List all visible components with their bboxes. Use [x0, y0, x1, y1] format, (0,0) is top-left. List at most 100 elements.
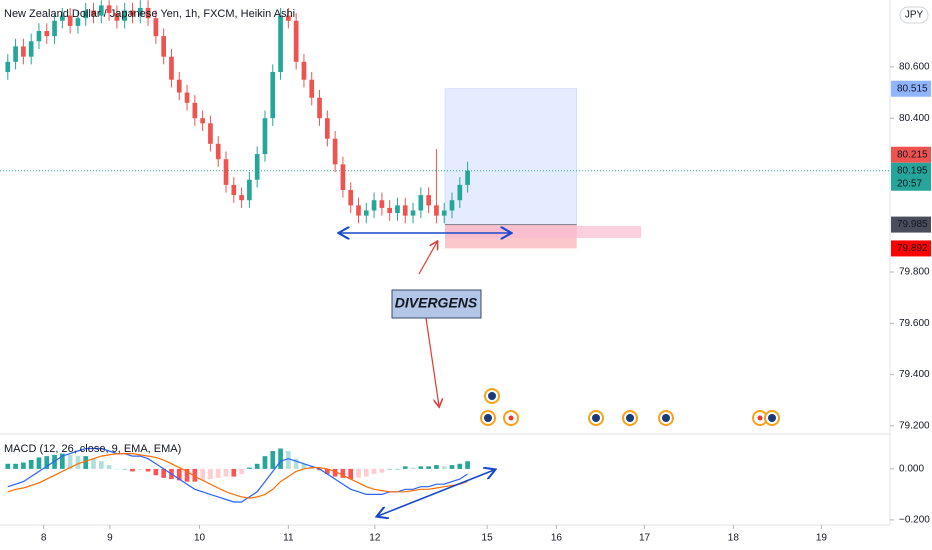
histogram-bar [441, 466, 447, 469]
histogram-bar [215, 468, 221, 478]
last-price-tag: 80.195 [897, 165, 928, 176]
event-icons [480, 388, 780, 426]
candle-body [262, 118, 268, 155]
macd-y-tick-label: 0.000 [899, 464, 924, 475]
histogram-bar [457, 463, 463, 469]
histogram-bar [60, 453, 65, 469]
price-pane [0, 0, 890, 249]
target-tag: 80.515 [897, 83, 928, 94]
candle-body [348, 189, 354, 206]
histogram-bar [324, 468, 330, 474]
candle-body [67, 15, 73, 26]
candle-body [36, 31, 42, 42]
candle-body [387, 207, 393, 214]
candle-body [254, 154, 260, 180]
histogram-bar [449, 465, 455, 469]
flag [592, 414, 600, 422]
entry-tag-bg [891, 216, 931, 233]
candle-body [98, 5, 104, 16]
histogram-bar [83, 456, 89, 469]
candle-body [457, 184, 463, 201]
histogram-bar [426, 466, 431, 469]
histogram-bar [402, 466, 408, 469]
candle-body [200, 118, 205, 124]
candle-body [426, 195, 431, 206]
histogram-bar [145, 468, 151, 472]
flag [626, 414, 634, 422]
histogram-bar [270, 451, 276, 469]
x-tick-label: 16 [551, 533, 563, 544]
candle-body [356, 205, 361, 216]
histogram-bar [13, 463, 18, 469]
x-tick-label: 19 [816, 533, 828, 544]
histogram-bar [176, 468, 182, 481]
candle-body [231, 184, 237, 196]
candle-body [418, 195, 424, 211]
histogram-bar [223, 468, 229, 477]
candle-body [317, 97, 322, 119]
currency-badge[interactable] [899, 6, 929, 24]
x-tick-label: 17 [639, 533, 651, 544]
annotation-box [391, 289, 482, 319]
y-tick-label: 80.600 [899, 62, 930, 73]
candle-body [122, 10, 128, 21]
histogram-bar [247, 467, 252, 469]
candle-body [169, 56, 174, 80]
histogram-bar [137, 468, 143, 471]
histogram-bar [67, 454, 73, 469]
histogram-bar [301, 463, 307, 469]
entry-tag: 79.985 [897, 219, 928, 230]
x-tick-label: 12 [369, 533, 381, 544]
histogram-bar [239, 468, 244, 474]
histogram-bar [379, 468, 385, 473]
candle-body [208, 123, 213, 144]
histogram-bar [208, 468, 213, 480]
histogram-bar [286, 451, 291, 469]
flag [662, 414, 670, 422]
candle-body [278, 15, 283, 73]
candle-body [379, 200, 385, 208]
histogram-bar [309, 467, 315, 469]
candle-body [395, 205, 400, 214]
y-tick-label: 80.400 [899, 113, 930, 124]
candle-body [247, 179, 252, 201]
candle-body [28, 41, 34, 57]
candle-body [223, 159, 229, 185]
candle-body [363, 210, 369, 216]
histogram-bar [161, 468, 166, 478]
high-tag: 80.215 [897, 149, 928, 160]
candle-body [301, 61, 307, 80]
histogram-bar [200, 468, 205, 481]
histogram-bar [122, 468, 128, 470]
candle-body [184, 92, 190, 103]
candle-body [130, 10, 135, 16]
candle-body [286, 15, 291, 21]
histogram-bar [363, 468, 369, 477]
flag [484, 414, 492, 422]
candle-body [161, 36, 166, 57]
candle-body [239, 195, 244, 201]
macd-title: MACD (12, 26, close, 9, EMA, EMA) [4, 443, 181, 455]
histogram-bar [36, 457, 42, 469]
candle-body [215, 143, 221, 160]
stop-tag-bg [891, 240, 931, 257]
histogram-bar [21, 462, 26, 469]
candle-body [176, 79, 182, 93]
candle-body [434, 205, 439, 216]
candle-body [52, 20, 57, 37]
candle-body [324, 118, 330, 139]
candle-body [106, 5, 112, 14]
divergence-arrow [418, 242, 437, 275]
x-tick-label: 11 [283, 533, 294, 544]
candle-body [270, 72, 276, 119]
candle-body [145, 7, 151, 19]
annotation-text: DIVERGENS [395, 295, 478, 311]
histogram-bar [28, 459, 34, 469]
histogram-bar [387, 468, 393, 470]
candle-body [371, 200, 377, 211]
histogram-bar [153, 468, 159, 476]
histogram-bar [231, 468, 237, 477]
histogram-bar [75, 456, 81, 469]
chart-title: New Zealand Dollar / Japanese Yen, 1h, F… [4, 8, 295, 20]
